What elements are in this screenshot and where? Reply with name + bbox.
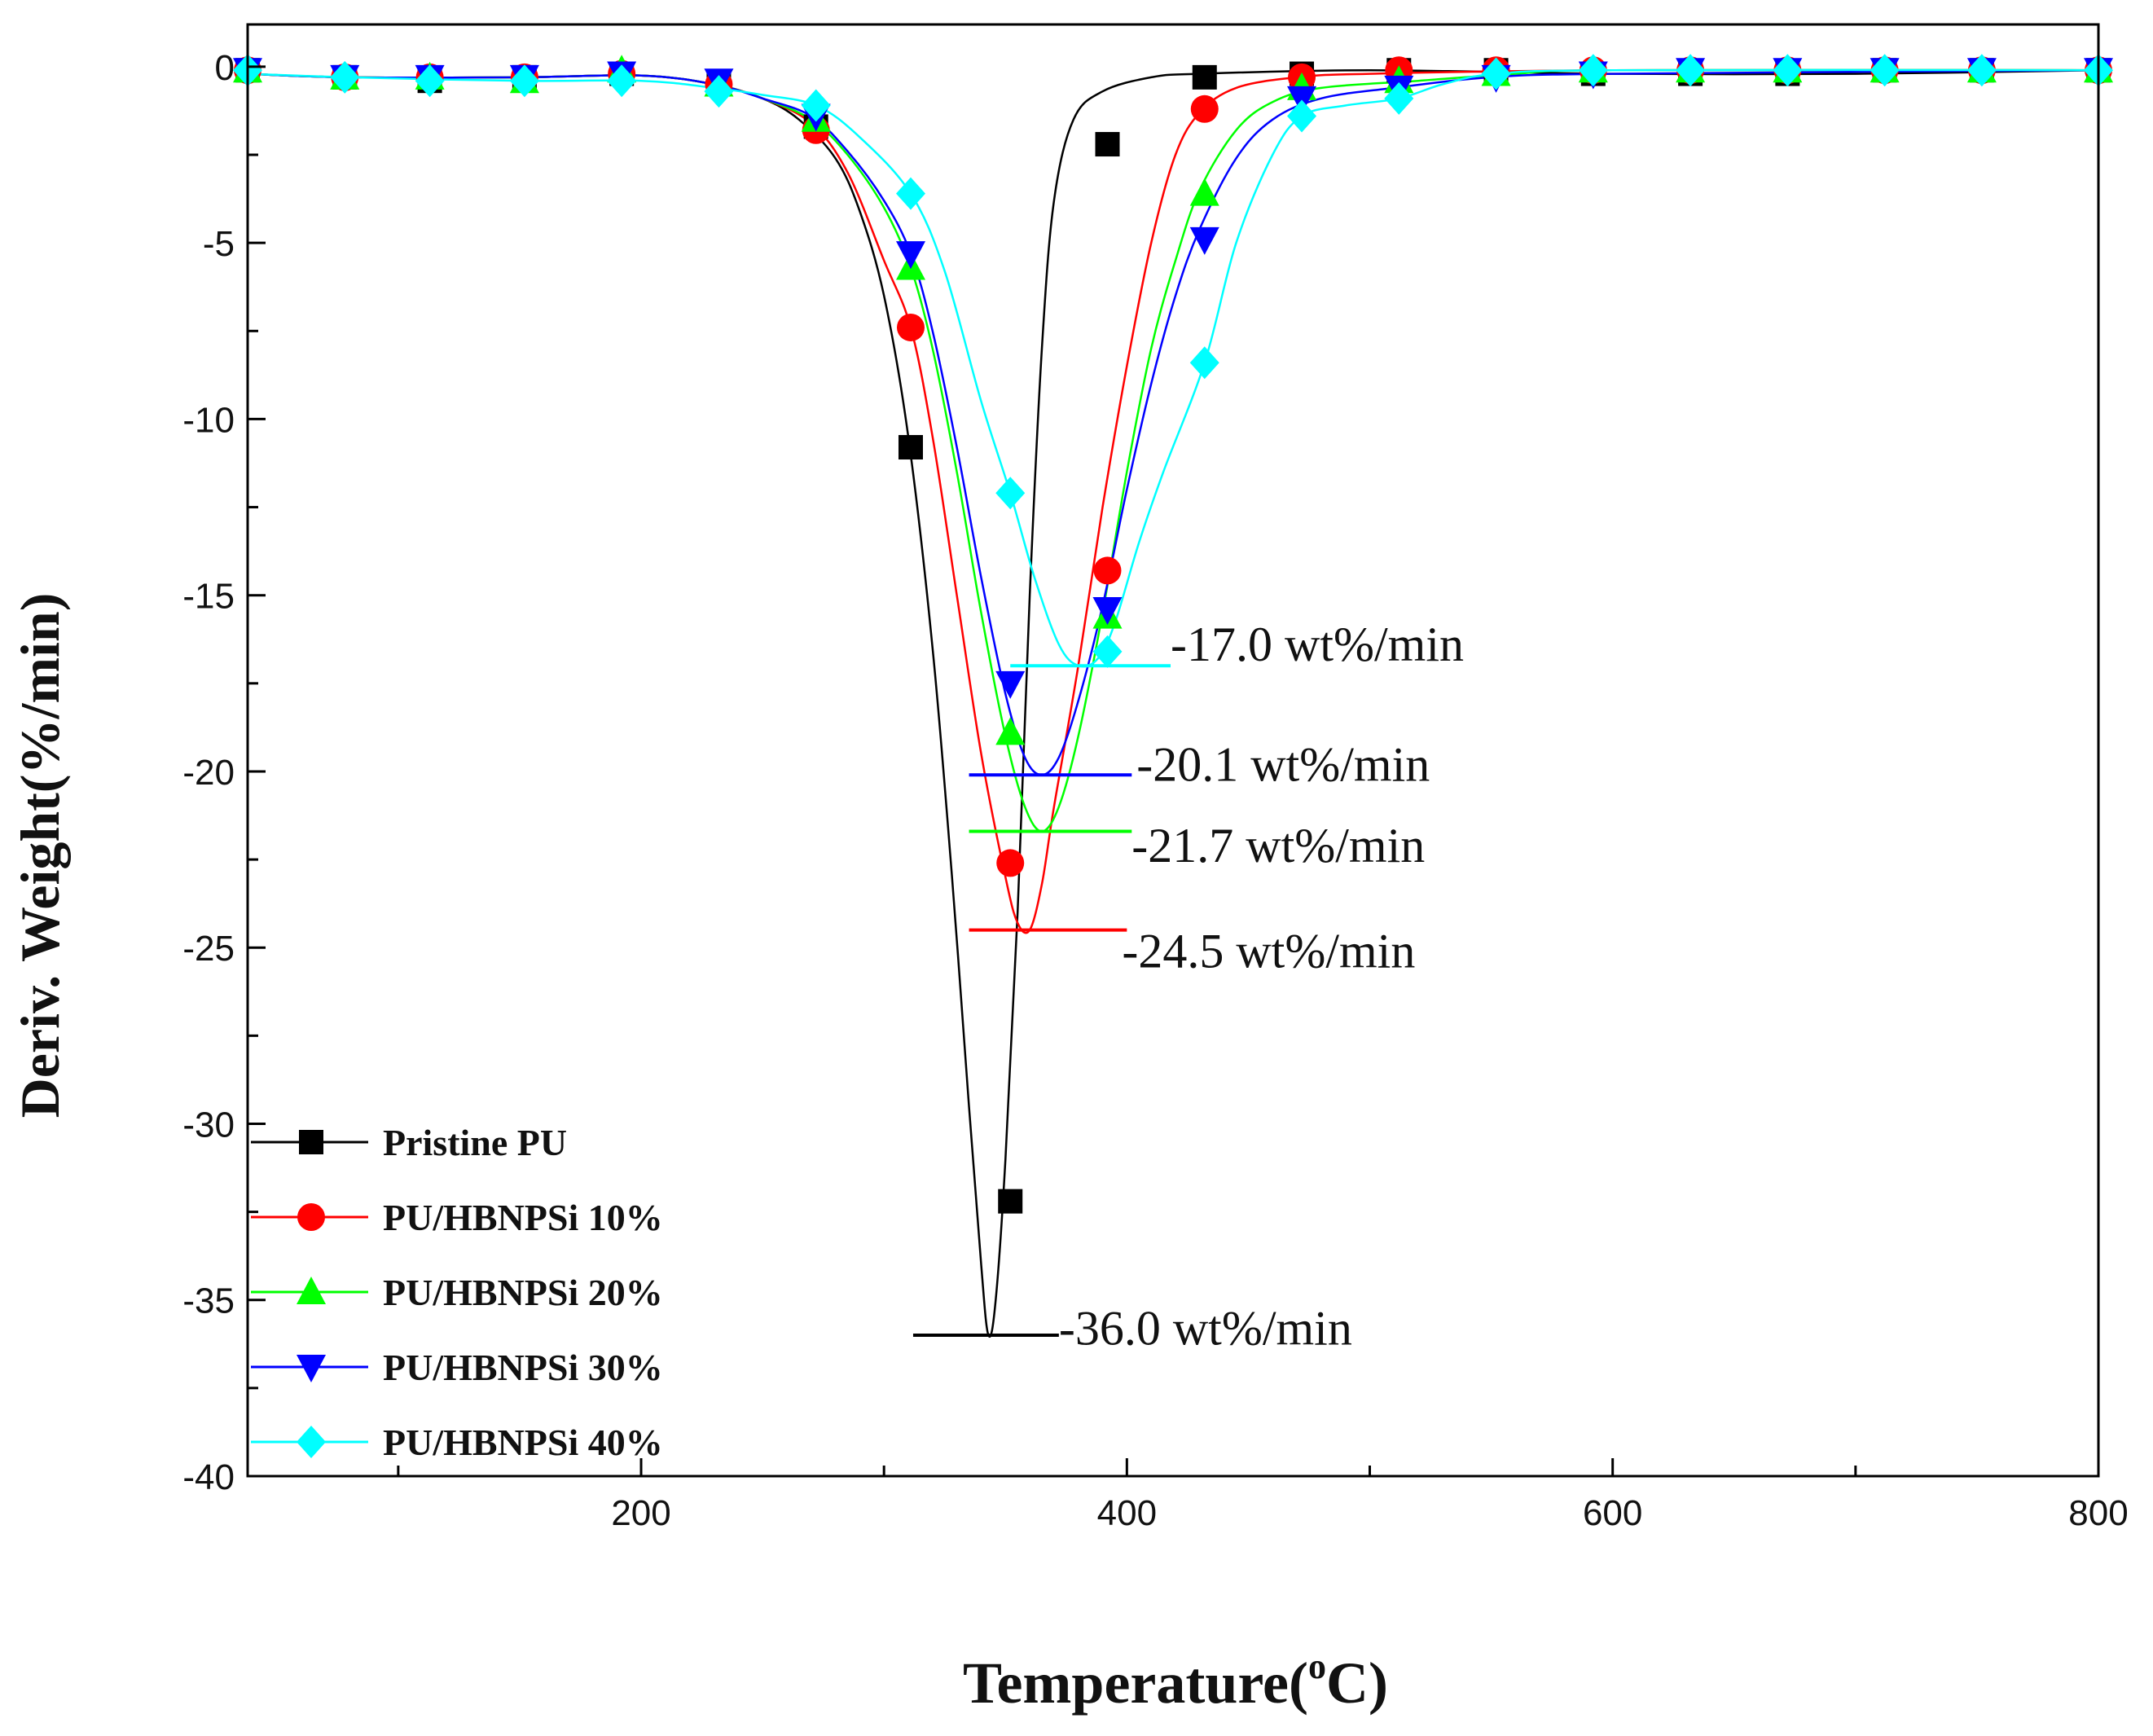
annotation-label-4: -24.5 wt%/min <box>1122 925 1415 978</box>
plot-frame <box>246 23 2100 1478</box>
data-point-s5-2 <box>330 60 360 94</box>
y-tick-label--30: -30 <box>182 1105 235 1145</box>
y-tick-label--35: -35 <box>182 1281 235 1321</box>
legend-marker-5 <box>297 1426 326 1458</box>
legend-marker-3 <box>297 1277 326 1304</box>
legend: Pristine PU PU/HBNPSi 10% PU/HBNPSi 20% PU/… <box>251 1122 663 1463</box>
annotation-label-5: -36.0 wt%/min <box>1059 1301 1352 1355</box>
x-tick-label-600: 600 <box>1583 1493 1642 1533</box>
data-point-s1-10 <box>1095 132 1120 157</box>
data-point-s2-11 <box>1190 94 1219 123</box>
data-point-s2-8 <box>896 313 925 341</box>
data-point-s4-9 <box>995 670 1026 699</box>
x-tick-label-800: 800 <box>2068 1493 2128 1533</box>
data-point-s5-15 <box>1578 54 1608 87</box>
axes: 200 400 600 800 0 -5 -10 -15 -20 -25 -30 -35 -40 <box>182 23 2129 1533</box>
y-tick-label--15: -15 <box>182 577 235 617</box>
data-point-s5-16 <box>1676 54 1706 87</box>
data-point-s5-8 <box>895 177 925 210</box>
x-tick-label-200: 200 <box>611 1493 670 1533</box>
data-point-s5-5 <box>607 64 637 98</box>
data-point-s1-11 <box>1192 64 1217 90</box>
annotation-lines <box>912 664 1171 1337</box>
annotation-label-1: -17.0 wt%/min <box>1171 617 1464 671</box>
data-point-s5-3 <box>415 64 445 98</box>
x-axis-title-sup: o <box>1308 1646 1326 1686</box>
data-point-s5-18 <box>1870 54 1900 87</box>
data-point-s5-17 <box>1773 54 1803 87</box>
y-tick-label--25: -25 <box>182 929 235 969</box>
annotation-label-2: -20.1 wt%/min <box>1136 737 1430 791</box>
annotation-labels: -17.0 wt%/min -20.1 wt%/min -21.7 wt%/min -… <box>1059 617 1464 1355</box>
series-line-1 <box>247 68 2099 1338</box>
data-point-s3-11 <box>1189 178 1219 206</box>
data-point-s4-8 <box>895 241 925 270</box>
y-tick-label--5: -5 <box>203 224 235 264</box>
y-tick-label--10: -10 <box>182 400 235 440</box>
x-axis-title: Temperature(oC) <box>963 1646 1388 1716</box>
data-point-s5-12 <box>1287 99 1317 133</box>
data-point-s5-4 <box>509 64 539 98</box>
legend-label-5: PU/HBNPSi 40% <box>383 1422 663 1463</box>
data-point-s5-11 <box>1189 346 1219 380</box>
y-axis-title: Deriv. Weight(%/min) <box>9 593 71 1119</box>
legend-label-2: PU/HBNPSi 10% <box>383 1197 663 1238</box>
data-point-s5-9 <box>995 477 1026 510</box>
data-point-s2-9 <box>996 849 1025 877</box>
legend-label-3: PU/HBNPSi 20% <box>383 1272 663 1313</box>
data-point-s4-10 <box>1092 596 1123 625</box>
x-axis-title-main: Temperature( <box>963 1650 1308 1716</box>
data-point-s5-19 <box>1966 54 1997 87</box>
x-tick-label-400: 400 <box>1097 1493 1157 1533</box>
data-point-s5-13 <box>1384 81 1414 115</box>
annotation-label-3: -21.7 wt%/min <box>1131 819 1425 872</box>
y-tick-label--20: -20 <box>182 753 235 793</box>
data-point-s5-6 <box>704 75 734 108</box>
data-point-s4-11 <box>1189 226 1219 255</box>
y-tick-label--40: -40 <box>182 1457 235 1497</box>
data-point-s2-10 <box>1093 556 1122 585</box>
legend-marker-1 <box>299 1130 323 1154</box>
legend-label-1: Pristine PU <box>383 1122 567 1163</box>
legend-marker-4 <box>297 1355 326 1382</box>
data-point-s1-9 <box>998 1189 1023 1214</box>
data-point-s3-9 <box>995 717 1026 745</box>
legend-marker-2 <box>297 1203 325 1231</box>
data-point-s5-14 <box>1481 57 1511 90</box>
y-tick-label-0: 0 <box>215 48 235 88</box>
x-axis-title-unit: C) <box>1326 1650 1388 1716</box>
data-point-s5-10 <box>1092 635 1123 668</box>
data-point-s1-8 <box>898 435 923 460</box>
data-point-s5-7 <box>801 89 831 122</box>
legend-label-4: PU/HBNPSi 30% <box>383 1347 663 1388</box>
